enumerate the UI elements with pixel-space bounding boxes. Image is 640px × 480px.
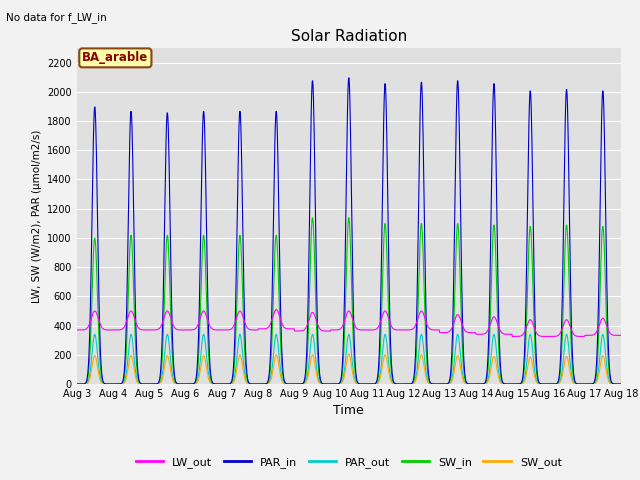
- Line: PAR_out: PAR_out: [77, 335, 621, 384]
- PAR_in: [617, 381, 625, 387]
- SW_out: [73, 381, 81, 387]
- LW_out: [194, 322, 202, 328]
- SW_in: [505, 381, 513, 387]
- SW_out: [255, 381, 262, 387]
- SW_in: [308, 215, 316, 221]
- LW_out: [617, 333, 625, 338]
- PAR_out: [505, 381, 513, 387]
- SW_in: [194, 366, 202, 372]
- PAR_out: [73, 381, 81, 387]
- PAR_in: [181, 381, 189, 387]
- Line: SW_in: SW_in: [77, 218, 621, 384]
- PAR_in: [145, 381, 153, 387]
- SW_out: [505, 381, 513, 387]
- LW_out: [180, 327, 188, 333]
- SW_out: [194, 378, 202, 384]
- SW_in: [180, 381, 188, 387]
- PAR_in: [255, 381, 263, 387]
- PAR_in: [345, 75, 353, 81]
- Line: LW_out: LW_out: [77, 310, 621, 336]
- PAR_out: [434, 381, 442, 387]
- PAR_in: [553, 381, 561, 386]
- SW_in: [553, 381, 561, 387]
- LW_out: [272, 307, 280, 312]
- Line: PAR_in: PAR_in: [77, 78, 621, 384]
- PAR_out: [617, 381, 625, 387]
- Text: BA_arable: BA_arable: [82, 51, 148, 64]
- SW_in: [73, 381, 81, 387]
- LW_out: [73, 327, 81, 333]
- SW_out: [345, 351, 353, 357]
- PAR_out: [91, 332, 99, 337]
- SW_out: [617, 381, 625, 387]
- PAR_out: [255, 381, 263, 387]
- SW_out: [180, 381, 188, 387]
- PAR_out: [553, 381, 561, 387]
- SW_in: [434, 381, 442, 387]
- SW_in: [255, 381, 262, 387]
- SW_out: [508, 381, 516, 387]
- PAR_out: [195, 374, 202, 380]
- PAR_in: [434, 381, 442, 387]
- Legend: LW_out, PAR_in, PAR_out, SW_in, SW_out: LW_out, PAR_in, PAR_out, SW_in, SW_out: [131, 453, 566, 472]
- X-axis label: Time: Time: [333, 405, 364, 418]
- LW_out: [255, 326, 262, 332]
- LW_out: [434, 327, 442, 333]
- Line: SW_out: SW_out: [77, 354, 621, 384]
- Title: Solar Radiation: Solar Radiation: [291, 29, 407, 44]
- PAR_out: [181, 381, 189, 387]
- SW_out: [434, 381, 442, 387]
- PAR_in: [195, 345, 202, 350]
- LW_out: [505, 331, 513, 337]
- SW_out: [553, 381, 561, 387]
- Y-axis label: LW, SW (W/m2), PAR (μmol/m2/s): LW, SW (W/m2), PAR (μmol/m2/s): [31, 129, 42, 303]
- Text: No data for f_LW_in: No data for f_LW_in: [6, 12, 107, 23]
- LW_out: [553, 333, 561, 339]
- PAR_in: [73, 381, 81, 387]
- SW_in: [617, 381, 625, 387]
- LW_out: [508, 334, 516, 339]
- PAR_in: [505, 381, 513, 387]
